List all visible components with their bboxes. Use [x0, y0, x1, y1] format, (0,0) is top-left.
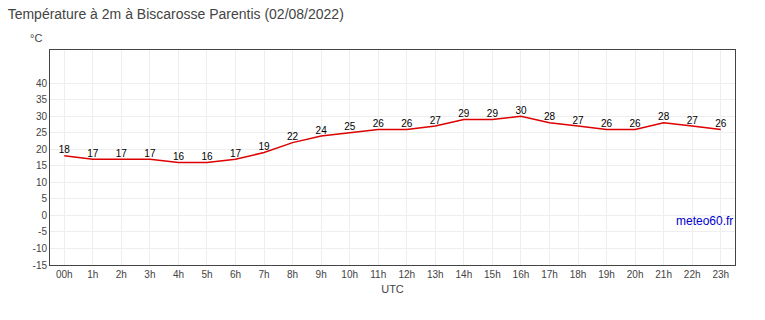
svg-text:10h: 10h	[341, 269, 358, 280]
svg-text:5h: 5h	[201, 269, 212, 280]
svg-text:18: 18	[59, 144, 71, 155]
svg-text:26: 26	[601, 118, 613, 129]
svg-text:26: 26	[401, 118, 413, 129]
svg-text:19: 19	[258, 141, 270, 152]
svg-text:16h: 16h	[513, 269, 530, 280]
svg-text:14h: 14h	[456, 269, 473, 280]
svg-text:18h: 18h	[570, 269, 587, 280]
svg-text:28: 28	[658, 111, 670, 122]
svg-text:26: 26	[373, 118, 385, 129]
svg-text:21h: 21h	[655, 269, 672, 280]
svg-text:15h: 15h	[484, 269, 501, 280]
svg-text:35: 35	[36, 94, 48, 105]
svg-text:Température à 2m à Biscarosse: Température à 2m à Biscarosse Parentis (…	[8, 6, 344, 22]
svg-text:26: 26	[715, 118, 727, 129]
svg-text:6h: 6h	[230, 269, 241, 280]
svg-text:27: 27	[687, 115, 699, 126]
svg-text:27: 27	[430, 115, 442, 126]
svg-text:40: 40	[36, 78, 48, 89]
svg-text:0: 0	[41, 210, 47, 221]
svg-text:16: 16	[201, 151, 213, 162]
svg-text:17: 17	[230, 148, 242, 159]
svg-text:30: 30	[36, 111, 48, 122]
svg-text:20h: 20h	[627, 269, 644, 280]
svg-text:29: 29	[487, 108, 499, 119]
svg-text:25: 25	[344, 121, 356, 132]
svg-text:15: 15	[36, 160, 48, 171]
svg-text:23h: 23h	[712, 269, 729, 280]
svg-text:11h: 11h	[370, 269, 386, 280]
svg-text:27: 27	[572, 115, 584, 126]
svg-text:7h: 7h	[258, 269, 269, 280]
svg-text:19h: 19h	[598, 269, 615, 280]
svg-text:-15: -15	[33, 260, 48, 271]
svg-text:17: 17	[144, 148, 156, 159]
svg-text:12h: 12h	[398, 269, 415, 280]
svg-text:8h: 8h	[287, 269, 298, 280]
svg-text:16: 16	[173, 151, 185, 162]
svg-text:26: 26	[630, 118, 642, 129]
svg-text:29: 29	[458, 108, 470, 119]
svg-text:°C: °C	[30, 32, 42, 44]
svg-text:13h: 13h	[427, 269, 444, 280]
svg-text:2h: 2h	[116, 269, 127, 280]
svg-text:00h: 00h	[56, 269, 73, 280]
svg-text:UTC: UTC	[381, 283, 404, 295]
svg-text:4h: 4h	[173, 269, 184, 280]
svg-text:9h: 9h	[316, 269, 327, 280]
svg-text:-10: -10	[33, 243, 48, 254]
svg-text:25: 25	[36, 127, 48, 138]
svg-text:28: 28	[544, 111, 556, 122]
svg-text:meteo60.fr: meteo60.fr	[676, 214, 733, 228]
svg-text:22h: 22h	[684, 269, 701, 280]
svg-text:17h: 17h	[541, 269, 558, 280]
svg-text:22: 22	[287, 131, 299, 142]
svg-text:10: 10	[36, 177, 48, 188]
svg-text:30: 30	[515, 105, 527, 116]
svg-text:17: 17	[116, 148, 128, 159]
svg-text:-5: -5	[38, 226, 47, 237]
svg-text:5: 5	[41, 193, 47, 204]
svg-text:1h: 1h	[87, 269, 98, 280]
svg-text:24: 24	[316, 125, 328, 136]
svg-text:17: 17	[87, 148, 99, 159]
svg-text:3h: 3h	[144, 269, 155, 280]
svg-text:20: 20	[36, 144, 48, 155]
